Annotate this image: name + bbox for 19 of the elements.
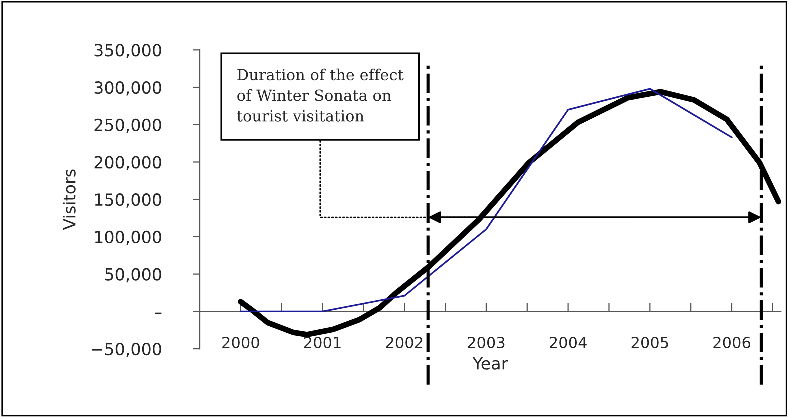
y-tick-label: 100,000 [95, 230, 162, 246]
y-tick-label: 200,000 [94, 156, 162, 171]
annotation: Duration of the effect of Winter Sonata on tourist visitation [237, 68, 404, 122]
x-tick-label: 2001 [304, 336, 341, 348]
y-tick-label: – [154, 312, 162, 314]
x-tick-label: 2006 [714, 336, 750, 348]
x-tick-label: 2002 [386, 336, 423, 348]
y-axis-title: Visitors [62, 170, 76, 230]
x-tick-label: 2004 [550, 336, 587, 348]
x-tick-label: 2003 [468, 336, 505, 348]
y-tick-label: 300,000 [94, 81, 162, 96]
y-tick-label: 350,000 [94, 44, 162, 58]
y-tick-label: −50,000 [92, 342, 162, 358]
y-tick-label: 50,000 [105, 268, 162, 283]
y-tick-label: 250,000 [94, 118, 162, 134]
x-tick-label: 2005 [632, 336, 668, 348]
x-tick-label: 2000 [222, 336, 260, 348]
x-axis-title: Year [472, 358, 508, 370]
y-tick-label: 150,000 [95, 194, 162, 208]
